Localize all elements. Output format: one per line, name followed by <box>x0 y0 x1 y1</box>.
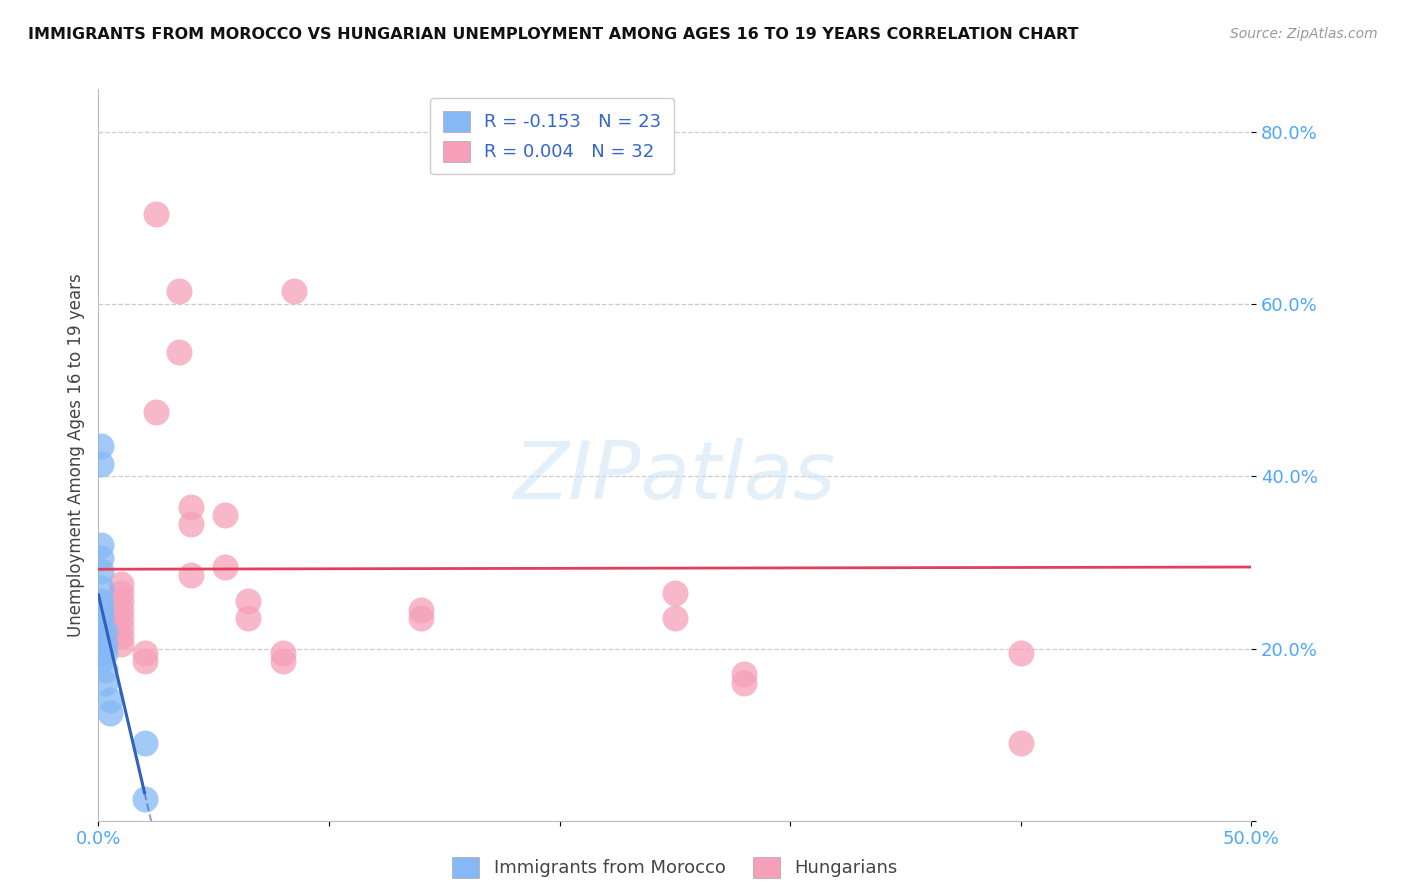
Point <box>90 457 112 471</box>
Point <box>90 611 112 625</box>
Text: ZIPatlas: ZIPatlas <box>513 438 837 516</box>
Text: Source: ZipAtlas.com: Source: ZipAtlas.com <box>1230 27 1378 41</box>
Point <box>110 629 132 643</box>
Point <box>145 207 167 221</box>
Point <box>238 611 260 625</box>
Point <box>214 508 236 523</box>
Point <box>90 551 112 566</box>
Point <box>1010 646 1032 660</box>
Point <box>98 693 121 707</box>
Point <box>145 405 167 419</box>
Point <box>90 646 112 660</box>
Point <box>90 439 112 453</box>
Point <box>94 676 117 690</box>
Point <box>167 285 190 299</box>
Point <box>90 620 112 634</box>
Point <box>214 559 236 574</box>
Point <box>90 538 112 552</box>
Text: IMMIGRANTS FROM MOROCCO VS HUNGARIAN UNEMPLOYMENT AMONG AGES 16 TO 19 YEARS CORR: IMMIGRANTS FROM MOROCCO VS HUNGARIAN UNE… <box>28 27 1078 42</box>
Point <box>664 611 686 625</box>
Point <box>283 285 305 299</box>
Point <box>180 500 202 514</box>
Point <box>94 637 117 651</box>
Point <box>110 603 132 617</box>
Point <box>110 594 132 608</box>
Point <box>90 603 112 617</box>
Point <box>733 676 755 690</box>
Point <box>134 655 156 669</box>
Point <box>271 655 294 669</box>
Point <box>110 620 132 634</box>
Point <box>94 624 117 639</box>
Point <box>110 577 132 591</box>
Point <box>90 629 112 643</box>
Point <box>167 344 190 359</box>
Point <box>411 611 433 625</box>
Point <box>411 603 433 617</box>
Point <box>94 663 117 677</box>
Point <box>180 516 202 531</box>
Point <box>180 568 202 582</box>
Point <box>94 646 117 660</box>
Point <box>1010 736 1032 750</box>
Point <box>134 646 156 660</box>
Point <box>238 594 260 608</box>
Point <box>90 564 112 578</box>
Y-axis label: Unemployment Among Ages 16 to 19 years: Unemployment Among Ages 16 to 19 years <box>66 273 84 637</box>
Point <box>90 655 112 669</box>
Point <box>733 667 755 681</box>
Point <box>134 792 156 806</box>
Point <box>110 637 132 651</box>
Point <box>98 706 121 720</box>
Point <box>90 594 112 608</box>
Point <box>134 736 156 750</box>
Point <box>110 611 132 625</box>
Point <box>271 646 294 660</box>
Point <box>110 585 132 599</box>
Legend: Immigrants from Morocco, Hungarians: Immigrants from Morocco, Hungarians <box>446 849 904 885</box>
Point <box>90 637 112 651</box>
Point <box>664 585 686 599</box>
Point <box>90 582 112 596</box>
